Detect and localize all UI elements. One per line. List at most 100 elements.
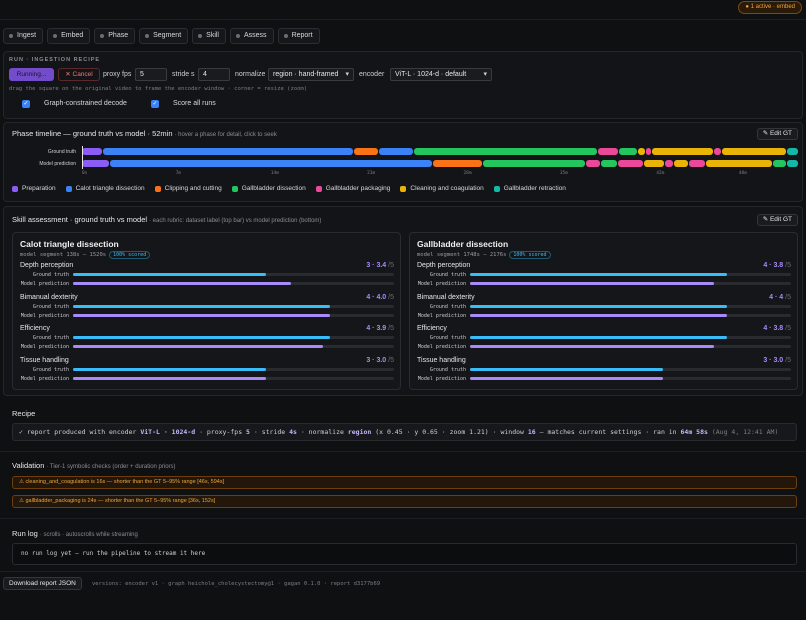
phase-segment-cleaning[interactable]: [721, 148, 787, 155]
gt-score-fill: [73, 304, 330, 308]
phase-segment-gallbladder_dissection[interactable]: [772, 160, 787, 167]
stride-label: stride s: [172, 71, 195, 78]
phase-segment-clipping[interactable]: [353, 148, 379, 155]
gt-score-fill: [470, 336, 727, 339]
phase-segment-calot[interactable]: [379, 148, 413, 155]
score-all-label: Score all runs: [173, 100, 216, 107]
phase-segment-packaging[interactable]: [665, 160, 674, 167]
tab-status-dot: [145, 34, 150, 38]
ground-truth-phase-bar[interactable]: [82, 148, 799, 155]
tab-skill[interactable]: Skill: [192, 28, 226, 44]
skill-card-title: Calot triangle dissection: [20, 239, 119, 249]
phase-segment-packaging[interactable]: [618, 160, 643, 167]
phase-segment-calot[interactable]: [110, 160, 433, 167]
phase-segment-packaging[interactable]: [586, 160, 600, 167]
gt-score-track: [470, 273, 791, 276]
rubric-score: 4 · 4 /5: [769, 293, 791, 301]
recipe-summary: ✓ report produced with encoder ViT-L · 1…: [12, 423, 797, 441]
rubric-row: Tissue handling 3 · 3.0 /5 Ground truth Mod…: [13, 357, 400, 387]
model-bar-label: Model prediction: [20, 281, 69, 287]
normalize-select[interactable]: region · hand-framed: [268, 68, 354, 81]
model-prediction-phase-bar[interactable]: [82, 160, 798, 167]
score-all-checkbox[interactable]: ✓: [151, 100, 159, 108]
phase-segment-packaging[interactable]: [598, 148, 619, 155]
legend-item-preparation: Preparation: [12, 185, 56, 192]
tab-label: Embed: [61, 32, 84, 39]
rubric-row: Efficiency 4 · 3.8 /5 Ground truth Model pr…: [410, 325, 797, 355]
rubric-score: 3 · 3.4 /5: [366, 262, 394, 269]
runlog-note: · scrolls · autoscrolls while streaming: [39, 532, 138, 538]
tab-ingest[interactable]: Ingest: [3, 28, 44, 44]
rubric-row: Bimanual dexterity 4 · 4.0 /5 Ground truth…: [13, 294, 400, 324]
rubric-scale: /5: [388, 293, 394, 301]
model-bar-label: Model prediction: [417, 344, 466, 350]
tab-segment[interactable]: Segment: [139, 28, 189, 44]
legend-swatch: [231, 185, 238, 192]
model-bar-label: Model prediction: [20, 344, 69, 350]
divider: [0, 451, 806, 452]
timeline-edit-gt-button[interactable]: ✎ Edit GT: [756, 128, 798, 140]
rubric-gt-score: 4: [769, 293, 774, 301]
phase-segment-packaging[interactable]: [713, 148, 721, 155]
phase-segment-retraction[interactable]: [787, 160, 798, 167]
phase-segment-gallbladder_dissection[interactable]: [413, 148, 598, 155]
tab-label: Ingest: [17, 32, 37, 39]
phase-segment-cleaning[interactable]: [652, 148, 713, 155]
phase-segment-cleaning[interactable]: [706, 160, 772, 167]
stride-input[interactable]: 4: [198, 68, 230, 81]
cancel-button[interactable]: ✕ Cancel: [58, 68, 100, 81]
rubric-scale: /5: [388, 262, 394, 269]
running-button[interactable]: Running...: [9, 68, 54, 81]
playhead[interactable]: [82, 146, 83, 169]
encoder-value: ViT-L · 1024-d · default: [395, 71, 467, 78]
download-report-button[interactable]: Download report JSON: [3, 577, 82, 590]
phase-segment-calot[interactable]: [103, 148, 353, 155]
rubric-gt-score: 3: [366, 356, 371, 364]
model-score-track: [73, 313, 394, 317]
timeline-header: Phase timeline — ground truth vs model ·…: [12, 129, 277, 138]
recipe-fps: 5: [246, 428, 250, 436]
rubric-gt-score: 3: [763, 356, 768, 364]
phase-segment-clipping[interactable]: [433, 160, 483, 167]
skill-edit-gt-button[interactable]: ✎ Edit GT: [756, 214, 798, 226]
tab-label: Skill: [206, 32, 219, 39]
phase-segment-gallbladder_dissection[interactable]: [619, 148, 637, 155]
runlog-header: Run log · scrolls · autoscrolls while st…: [12, 529, 138, 538]
timeline-model-label: Model prediction: [39, 161, 76, 167]
recipe-text-6: — matches current settings · ran in: [539, 428, 677, 436]
phase-segment-gallbladder_dissection[interactable]: [601, 160, 618, 167]
gt-bar-label: Ground truth: [32, 272, 69, 278]
tab-phase[interactable]: Phase: [94, 28, 136, 44]
phase-segment-retraction[interactable]: [787, 148, 799, 155]
rubric-scale: /5: [785, 356, 791, 364]
phase-segment-packaging[interactable]: [688, 160, 706, 167]
phase-segment-preparation[interactable]: [82, 148, 103, 155]
tab-embed[interactable]: Embed: [47, 28, 91, 44]
timeline-gt-label: Ground truth: [47, 149, 76, 155]
rubric-row: Depth perception 4 · 3.8 /5 Ground truth Mo…: [410, 262, 797, 292]
active-jobs-badge[interactable]: ● 1 active · embed: [738, 1, 802, 14]
phase-segment-preparation[interactable]: [82, 160, 110, 167]
phase-segment-packaging[interactable]: [645, 148, 652, 155]
rubric-row: Bimanual dexterity 4 · 4 /5 Ground truth Mo…: [410, 294, 797, 324]
proxy-fps-input[interactable]: 5: [135, 68, 167, 81]
gt-score-track: [73, 336, 394, 339]
phase-segment-cleaning[interactable]: [637, 148, 645, 155]
phase-segment-cleaning[interactable]: [674, 160, 688, 167]
recipe-window: 16: [527, 428, 536, 436]
rubric-row: Efficiency 4 · 3.9 /5 Ground truth Model pr…: [13, 325, 400, 355]
phase-segment-cleaning[interactable]: [643, 160, 665, 167]
runlog-output[interactable]: no run log yet — run the pipeline to str…: [12, 543, 797, 565]
encoder-select[interactable]: ViT-L · 1024-d · default: [390, 68, 492, 81]
phase-segment-gallbladder_dissection[interactable]: [483, 160, 586, 167]
tab-status-dot: [236, 34, 240, 38]
tab-assess[interactable]: Assess: [230, 28, 274, 44]
graph-decode-checkbox[interactable]: ✓: [22, 100, 30, 108]
legend-label: Cleaning and coagulation: [410, 185, 484, 192]
tab-report[interactable]: Report: [277, 28, 320, 44]
segment-range: model segment 1748s – 2176s: [417, 252, 507, 258]
rubric-name: Depth perception: [417, 262, 471, 269]
rubric-name: Tissue handling: [20, 356, 69, 364]
legend-item-calot: Calot triangle dissection: [65, 185, 145, 192]
model-bar-label: Model prediction: [417, 375, 466, 382]
